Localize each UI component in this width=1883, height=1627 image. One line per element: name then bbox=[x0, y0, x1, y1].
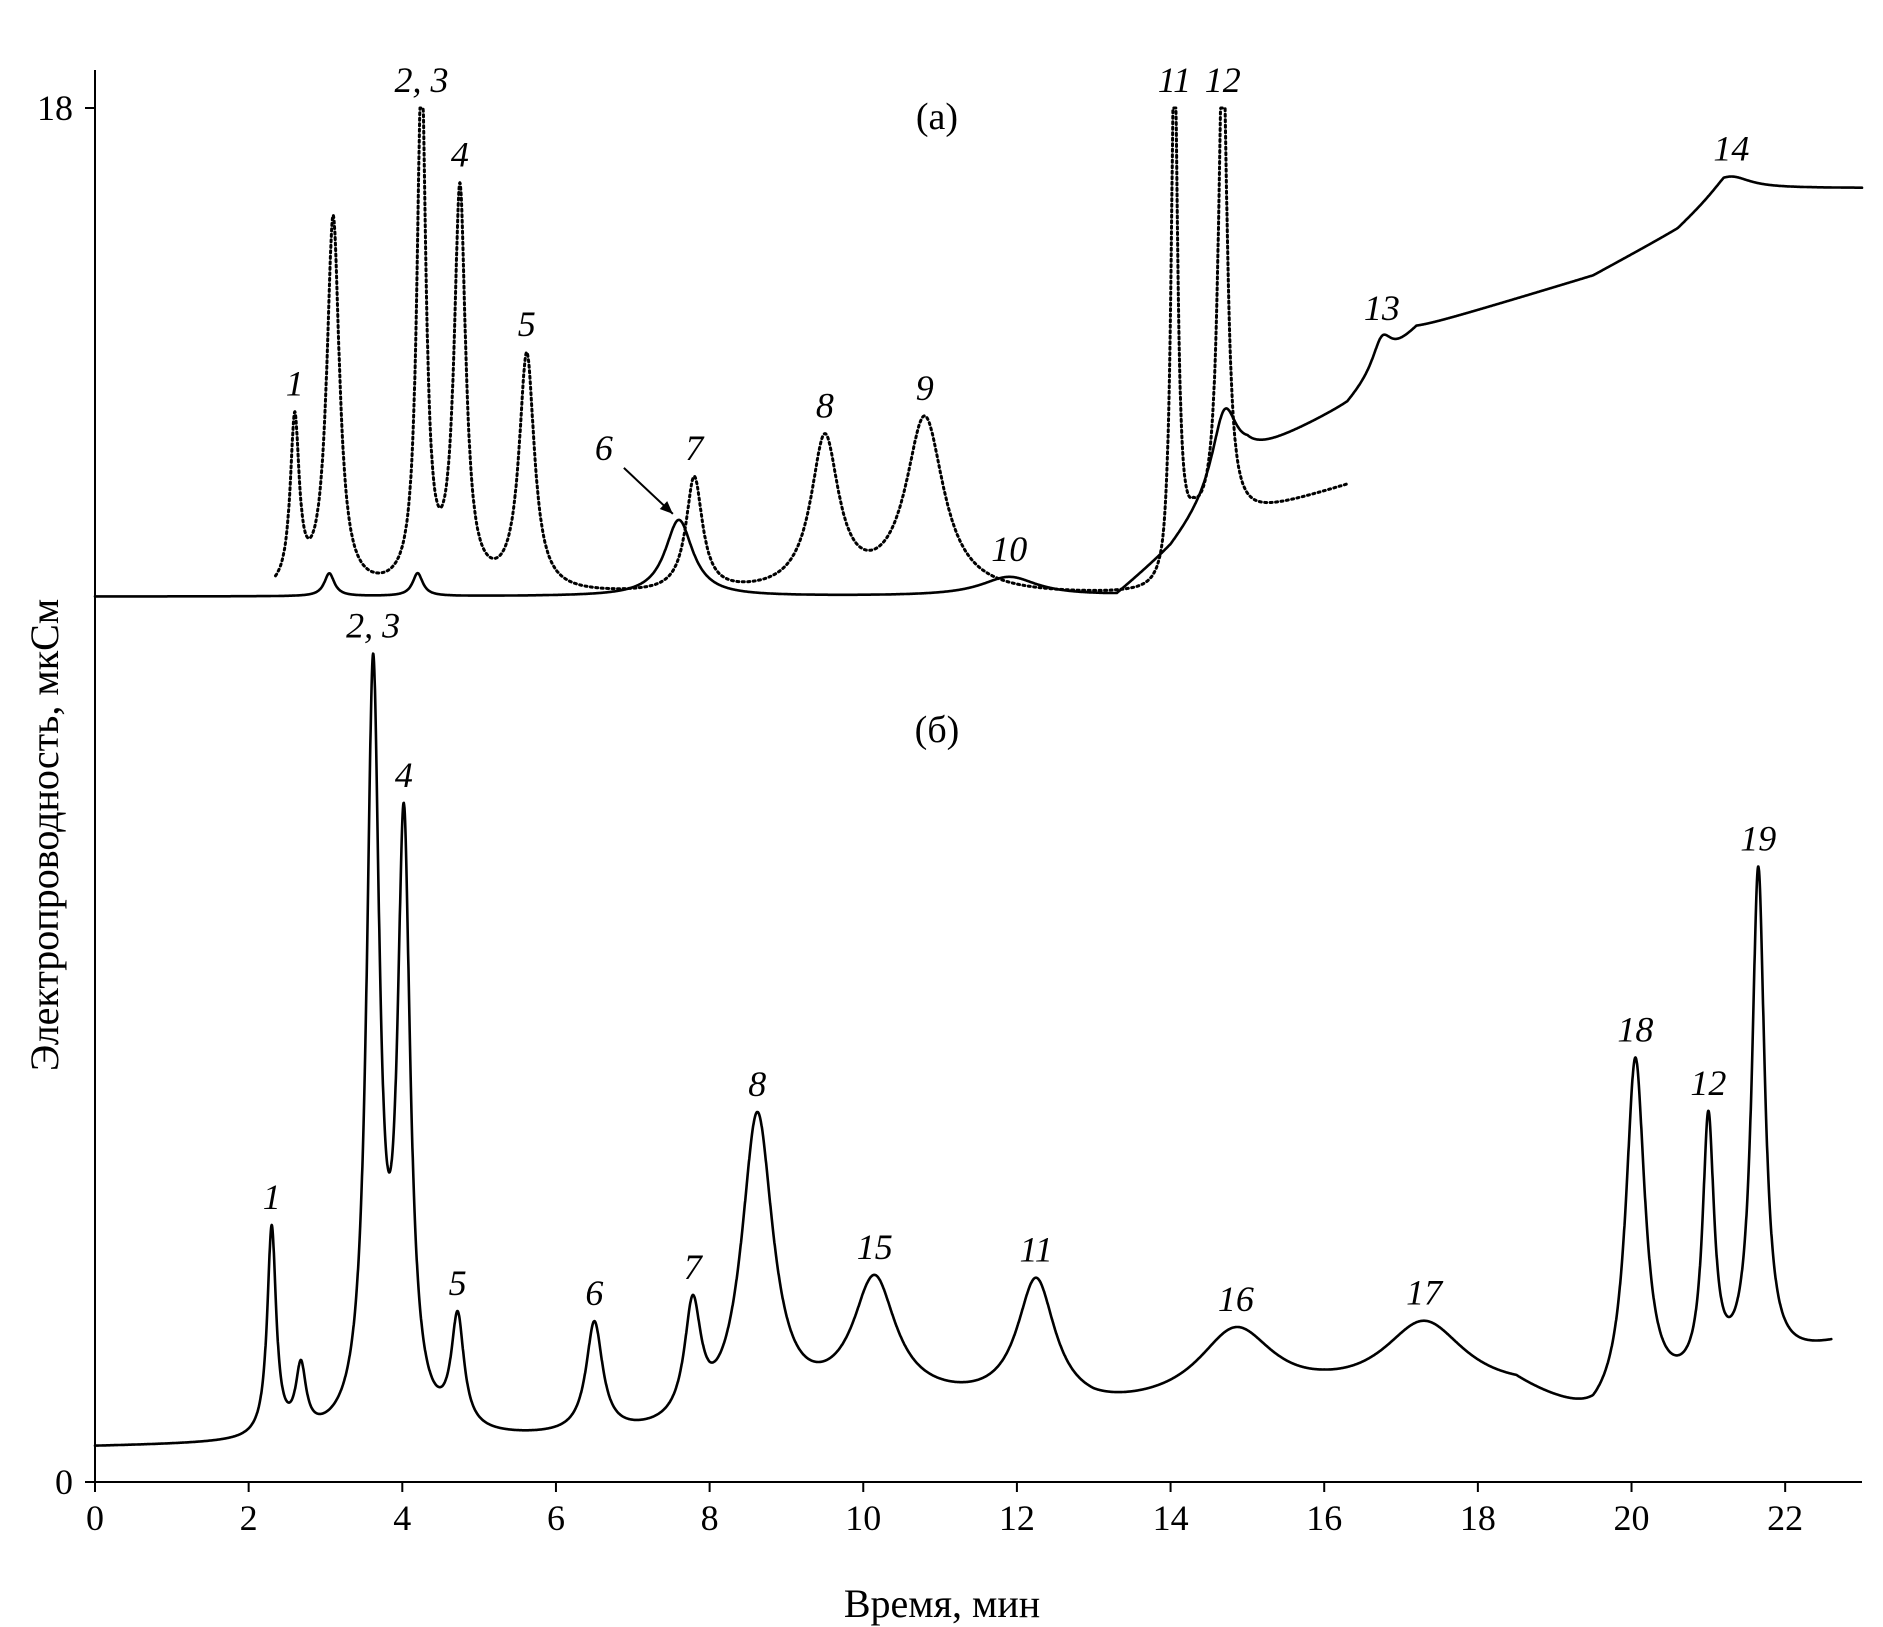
y-tick-label: 0 bbox=[55, 1462, 73, 1502]
trace-panel-b-solid bbox=[93, 652, 1833, 1447]
x-tick-label: 22 bbox=[1767, 1498, 1803, 1538]
x-tick-label: 2 bbox=[240, 1498, 258, 1538]
x-tick-label: 8 bbox=[701, 1498, 719, 1538]
trace-panel-a-dotted bbox=[274, 106, 1349, 592]
peak-label: 13 bbox=[1364, 288, 1400, 328]
peak-label: 10 bbox=[991, 529, 1027, 569]
peak-label: 5 bbox=[518, 304, 536, 344]
peak-label: 11 bbox=[1019, 1230, 1052, 1270]
panel-label-a: (а) bbox=[916, 96, 958, 138]
x-tick-label: 20 bbox=[1614, 1498, 1650, 1538]
x-axis-title: Время, мин bbox=[844, 1581, 1040, 1626]
x-tick-label: 14 bbox=[1153, 1498, 1189, 1538]
x-tick-label: 16 bbox=[1306, 1498, 1342, 1538]
peak-label: 8 bbox=[748, 1064, 766, 1104]
trace-panel-a-solid bbox=[93, 175, 1864, 598]
peak-label: 18 bbox=[1617, 1009, 1653, 1049]
peak-label: 19 bbox=[1740, 818, 1776, 858]
y-tick-label: 18 bbox=[37, 88, 73, 128]
peak-label: 17 bbox=[1406, 1273, 1444, 1313]
peak-label: 15 bbox=[857, 1227, 893, 1267]
y-axis-title: Электропроводность, мкСм bbox=[22, 599, 67, 1071]
peak-label: 11 bbox=[1158, 60, 1191, 100]
panel-label-b: (б) bbox=[915, 709, 960, 751]
peak-label: 6 bbox=[595, 428, 613, 468]
peak-label: 16 bbox=[1218, 1279, 1254, 1319]
x-tick-label: 12 bbox=[999, 1498, 1035, 1538]
x-tick-label: 10 bbox=[845, 1498, 881, 1538]
peak-label: 7 bbox=[684, 1247, 704, 1287]
peak-label: 4 bbox=[395, 755, 413, 795]
peak-label: 9 bbox=[916, 368, 934, 408]
peak-label: 5 bbox=[449, 1263, 467, 1303]
x-tick-label: 4 bbox=[393, 1498, 411, 1538]
peak-label: 2, 3 bbox=[346, 606, 400, 646]
x-tick-label: 6 bbox=[547, 1498, 565, 1538]
x-tick-label: 18 bbox=[1460, 1498, 1496, 1538]
x-tick-label: 0 bbox=[86, 1498, 104, 1538]
peak-label: 7 bbox=[685, 428, 705, 468]
peak-label: 2, 3 bbox=[395, 60, 449, 100]
peak-label: 1 bbox=[286, 364, 304, 404]
peak-label: 12 bbox=[1205, 60, 1241, 100]
chromatogram-traces bbox=[93, 106, 1864, 1447]
peak-label: 6 bbox=[585, 1273, 603, 1313]
peak-arrow-head bbox=[659, 501, 673, 514]
peak-label: 8 bbox=[816, 386, 834, 426]
peak-label: 1 bbox=[263, 1177, 281, 1217]
y-axis-ticks: 0 18 bbox=[37, 88, 95, 1502]
peak-label: 14 bbox=[1713, 129, 1749, 169]
peak-label: 12 bbox=[1690, 1063, 1726, 1103]
x-axis-ticks: 0 2 4 6 8 10 12 14 16 18 20 22 bbox=[86, 1482, 1803, 1538]
peak-label: 4 bbox=[451, 135, 469, 175]
